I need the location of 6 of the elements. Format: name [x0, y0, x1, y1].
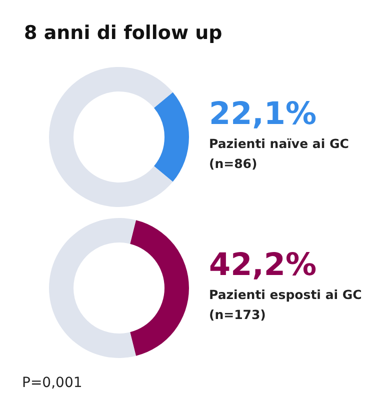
slice-label: Pazienti naïve ai GC (n=86)	[209, 135, 350, 173]
chart-title: 8 anni di follow up	[24, 22, 222, 44]
slice-label: Pazienti esposti ai GC (n=173)	[209, 286, 363, 324]
text: P=0,001	[22, 375, 82, 391]
data-label: 22,1%	[209, 96, 318, 132]
data-label: 42,2%	[209, 247, 318, 283]
